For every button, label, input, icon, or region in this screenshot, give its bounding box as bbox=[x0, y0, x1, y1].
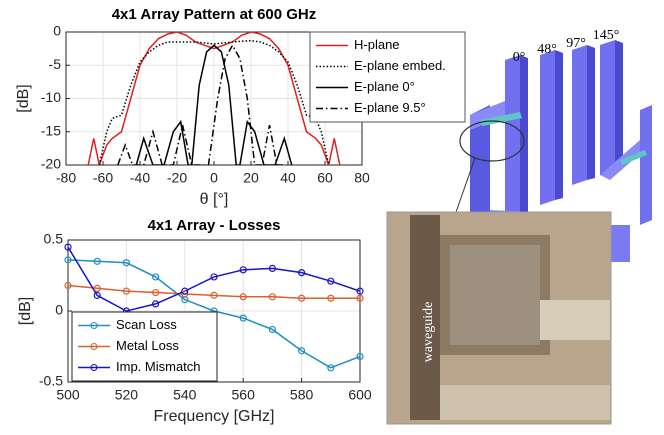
legend-label: E-plane embed. bbox=[354, 58, 446, 73]
legend-box bbox=[309, 31, 466, 123]
plot-frame bbox=[67, 239, 361, 383]
zoom-line bbox=[454, 157, 476, 216]
legend-label: E-plane 0° bbox=[354, 79, 415, 94]
point bbox=[210, 273, 218, 281]
legend-label: Scan Loss bbox=[116, 317, 177, 332]
series-line bbox=[135, 44, 293, 165]
y-tick-label: 0.5 bbox=[44, 231, 64, 247]
series-line bbox=[68, 259, 360, 369]
series-line bbox=[68, 284, 360, 299]
series-line bbox=[98, 39, 330, 165]
x-tick-label: -60 bbox=[93, 170, 113, 186]
series-group bbox=[87, 32, 341, 165]
point bbox=[181, 290, 189, 298]
x-tick-label: 540 bbox=[173, 387, 197, 403]
angle-label: 145° bbox=[593, 28, 620, 43]
y-tick-label: 0 bbox=[53, 23, 61, 39]
x-tick-label: -80 bbox=[56, 170, 76, 186]
y-tick-label: -5 bbox=[49, 56, 62, 72]
point bbox=[298, 347, 306, 355]
angle-label: 48° bbox=[537, 42, 557, 57]
point bbox=[210, 291, 218, 299]
y-tick-label: -15 bbox=[41, 122, 61, 138]
series-line bbox=[68, 246, 360, 312]
point bbox=[64, 243, 72, 251]
x-tick-label: 80 bbox=[354, 170, 370, 186]
point bbox=[239, 314, 247, 322]
y-axis-label: [dB] bbox=[17, 297, 34, 325]
chart-title: 4x1 Array - Losses bbox=[148, 217, 281, 234]
x-tick-label: 20 bbox=[243, 170, 259, 186]
point bbox=[122, 287, 131, 295]
photo-label: waveguide bbox=[421, 302, 436, 363]
x-tick-label: -20 bbox=[167, 170, 187, 186]
point bbox=[356, 287, 364, 295]
point bbox=[327, 294, 335, 302]
point bbox=[152, 273, 160, 281]
point bbox=[356, 294, 364, 302]
angle-label: 97° bbox=[566, 36, 586, 51]
point bbox=[327, 364, 335, 372]
y-tick-label: -10 bbox=[41, 89, 61, 105]
x-tick-label: 0 bbox=[210, 170, 218, 186]
point bbox=[93, 284, 101, 292]
chart-title: 4x1 Array Pattern at 600 GHz bbox=[112, 6, 317, 23]
point bbox=[239, 293, 247, 301]
point bbox=[356, 352, 364, 361]
x-tick-label: -40 bbox=[130, 170, 150, 186]
legend-label: Metal Loss bbox=[116, 338, 179, 353]
point bbox=[181, 287, 189, 295]
point bbox=[152, 288, 160, 297]
y-tick-label: -0.5 bbox=[39, 373, 63, 389]
y-tick-label: 0 bbox=[55, 302, 63, 318]
point bbox=[298, 269, 306, 277]
series-line bbox=[87, 32, 341, 165]
y-axis-label: [dB] bbox=[15, 84, 32, 112]
point bbox=[64, 256, 72, 264]
x-tick-label: 560 bbox=[232, 387, 256, 403]
point bbox=[239, 266, 247, 274]
x-tick-label: 580 bbox=[290, 387, 314, 403]
legend-label: H-plane bbox=[354, 37, 400, 52]
x-axis-label: θ [°] bbox=[200, 191, 229, 208]
point bbox=[327, 277, 335, 285]
point bbox=[268, 293, 276, 301]
point bbox=[152, 300, 160, 308]
x-tick-label: 500 bbox=[56, 387, 80, 403]
legend-marker bbox=[90, 343, 98, 350]
series-line bbox=[117, 43, 285, 165]
y-tick-label: -20 bbox=[41, 156, 61, 172]
zoom-circle bbox=[459, 120, 525, 162]
x-tick-label: 40 bbox=[280, 170, 296, 186]
photo bbox=[386, 211, 612, 425]
legend-label: E-plane 9.5° bbox=[354, 100, 426, 115]
point bbox=[93, 257, 101, 265]
point bbox=[93, 291, 101, 299]
x-tick-label: 60 bbox=[317, 170, 333, 186]
x-tick-label: 600 bbox=[348, 387, 372, 403]
point bbox=[298, 294, 306, 302]
legend-marker bbox=[90, 364, 98, 371]
point bbox=[122, 259, 131, 267]
legend-marker bbox=[90, 322, 98, 329]
legend-label: Imp. Mismatch bbox=[116, 359, 201, 374]
x-axis-label: Frequency [GHz] bbox=[154, 408, 275, 425]
point bbox=[268, 325, 276, 334]
x-tick-label: 520 bbox=[115, 387, 139, 403]
angle-label: 0° bbox=[513, 50, 526, 65]
series-group bbox=[68, 246, 360, 369]
point bbox=[64, 281, 72, 290]
point bbox=[268, 264, 276, 272]
